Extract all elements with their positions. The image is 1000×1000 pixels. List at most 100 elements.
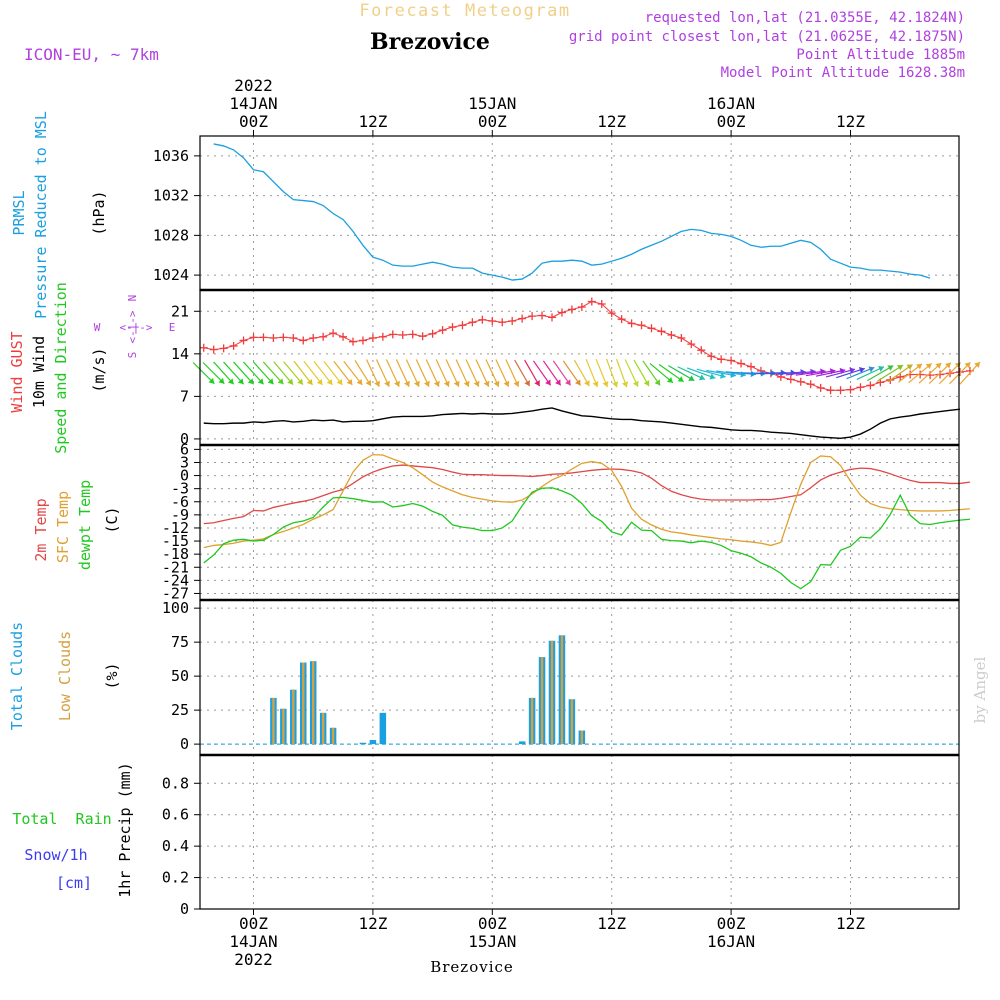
gust-point <box>448 323 457 332</box>
wind-arrow-head <box>925 363 932 370</box>
wind-arrow-head <box>404 380 410 387</box>
wind-arrow-head <box>632 380 639 387</box>
top-time-label: 00Z <box>239 112 268 131</box>
compass-w: W <box>94 321 101 334</box>
top-time-label: 00Z <box>478 112 507 131</box>
wind-unit: (m/s) <box>90 347 108 392</box>
compass-ns-arrow: <-|-> <box>126 310 139 343</box>
gust-point <box>349 337 357 346</box>
y-tick-label: 0 <box>180 735 189 753</box>
dewpoint-label: dewpt Temp <box>76 480 94 570</box>
gust-point <box>269 334 278 343</box>
gust-point <box>717 355 726 364</box>
wind-arrow-head <box>306 378 313 385</box>
gust-point <box>737 359 746 368</box>
point-altitude: Point Altitude 1885m <box>796 47 965 63</box>
gust-point <box>398 330 407 339</box>
pressure-label-2: Pressure Reduced to MSL <box>32 111 50 319</box>
gust-point <box>826 386 835 395</box>
footer-location: Brezovice <box>430 958 514 976</box>
gust-point <box>408 330 417 339</box>
gust-point <box>687 340 696 349</box>
gust-point <box>866 381 875 390</box>
top-time-label: 15JAN <box>468 94 516 113</box>
wind-arrow-head <box>356 378 363 385</box>
wind-gust-label: Wind GUST <box>8 331 26 412</box>
model-name: ICON-EU, ~ 7km <box>24 45 159 64</box>
gust-point <box>617 315 626 324</box>
y-tick-label: 0.2 <box>162 869 189 887</box>
total-cloud-bar <box>518 741 526 745</box>
gust-point <box>955 368 964 377</box>
gust-point <box>637 321 646 330</box>
gust-point <box>836 386 845 395</box>
top-title: Forecast Meteogram <box>359 1 570 21</box>
bottom-time-label: 16JAN <box>707 932 755 951</box>
compass-s: S <box>126 352 139 359</box>
y-tick-label: 50 <box>171 667 189 685</box>
gust-point <box>567 305 576 314</box>
gust-point <box>846 385 855 394</box>
y-tick-label: -18 <box>162 545 189 563</box>
gust-point <box>816 383 825 392</box>
gust-point <box>418 332 427 341</box>
y-tick-label: 0.6 <box>162 806 189 824</box>
bottom-time-label: 00Z <box>478 914 507 933</box>
wind-arrow-head <box>473 380 480 387</box>
location-title: Brezovice <box>370 29 490 55</box>
grid-point-coords: grid point closest lon,lat (21.0625E, 42… <box>569 29 965 45</box>
y-tick-label: -3 <box>171 480 189 498</box>
wind-arrow-head <box>336 378 343 385</box>
gust-point <box>577 303 586 312</box>
gust-point <box>438 326 447 335</box>
bottom-time-label: 2022 <box>234 950 273 969</box>
wind-arrow-head <box>688 375 695 381</box>
wind10-label: 10m Wind <box>30 336 48 408</box>
gust-point <box>707 352 716 361</box>
gust-point <box>607 309 616 318</box>
low-cloud-bar <box>282 708 285 745</box>
wind-arrow-head <box>944 362 951 369</box>
y-tick-label: -6 <box>171 493 189 511</box>
wind-arrow-head <box>709 373 716 380</box>
wind-arrow-head <box>208 377 215 384</box>
wind-arrow-head <box>719 372 726 379</box>
gust-point <box>747 362 755 371</box>
gust-point <box>299 336 308 345</box>
gust-point <box>916 370 925 379</box>
panel-frame <box>199 135 960 291</box>
gust-point <box>219 344 228 353</box>
wind-arrow-head <box>433 380 440 387</box>
y-tick-label: -27 <box>162 584 189 602</box>
total-cloud-label: Total Clouds <box>8 622 26 730</box>
wind-arrow-head <box>413 380 420 387</box>
low-cloud-bar <box>580 730 584 745</box>
wind-arrow-head <box>935 363 942 369</box>
sfc-temp-line <box>203 453 970 549</box>
y-tick-label: 14 <box>171 345 189 363</box>
gust-point <box>508 317 517 325</box>
gust-point <box>249 333 258 342</box>
y-tick-label: -12 <box>162 519 189 537</box>
gust-point <box>329 329 338 338</box>
gust-point <box>627 319 636 328</box>
top-time-label: 00Z <box>717 112 746 131</box>
wind-arrow-head <box>849 367 856 374</box>
requested-coords: requested lon,lat (21.0355E, 42.1824N) <box>645 10 965 26</box>
gust-point <box>289 334 298 343</box>
gust-point <box>488 317 497 325</box>
frames-layer <box>194 130 960 915</box>
wind-arrow-head <box>257 378 264 385</box>
bottom-time-label: 00Z <box>717 914 746 933</box>
wind-arrow-head <box>643 380 650 387</box>
gust-point <box>796 377 805 386</box>
panel-frame <box>199 444 960 601</box>
wind-arrow-head <box>483 380 490 387</box>
wind-arrow-head <box>612 381 619 388</box>
y-tick-label: 3 <box>180 453 189 471</box>
t2m-label: 2m Temp <box>32 498 50 561</box>
low-cloud-bar <box>570 699 574 745</box>
gust-point <box>786 375 795 384</box>
gust-point <box>388 330 397 339</box>
wind-arrow-head <box>267 378 274 385</box>
